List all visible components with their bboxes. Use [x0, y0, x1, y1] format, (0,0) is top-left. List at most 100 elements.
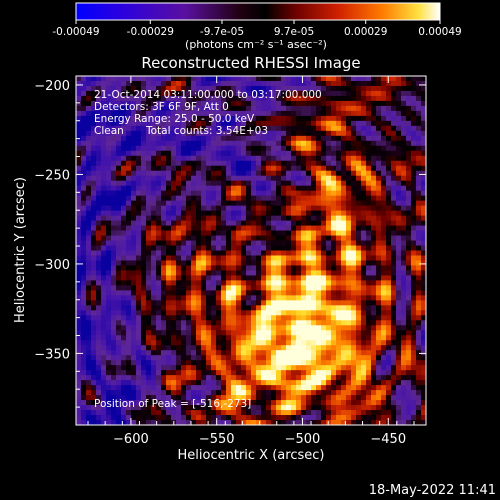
heatmap-cell [356, 255, 362, 262]
heatmap-cell [301, 260, 307, 267]
heatmap-cell [136, 220, 142, 227]
heatmap-cell [166, 225, 172, 232]
heatmap-cell [291, 76, 297, 82]
heatmap-cell [206, 190, 212, 197]
heatmap-cell [116, 120, 122, 127]
heatmap-cell [221, 180, 227, 187]
heatmap-cell [361, 320, 367, 326]
heatmap-cell [106, 410, 112, 416]
heatmap-cell [296, 260, 302, 267]
heatmap-cell [86, 280, 92, 286]
heatmap-cell [226, 265, 232, 272]
heatmap-cell [206, 90, 212, 97]
heatmap-cell [356, 405, 362, 411]
heatmap-cell [101, 315, 107, 321]
heatmap-cell [371, 400, 377, 406]
heatmap-cell [116, 165, 122, 172]
heatmap-cell [336, 380, 342, 386]
heatmap-cell [306, 195, 312, 202]
heatmap-cell [166, 160, 172, 167]
heatmap-cell [211, 335, 217, 341]
heatmap-cell [391, 180, 397, 187]
heatmap-cell [76, 345, 82, 351]
heatmap-cell [286, 100, 292, 107]
heatmap-cell [241, 380, 247, 386]
heatmap-cell [301, 235, 307, 242]
heatmap-cell [256, 390, 262, 396]
heatmap-cell [301, 105, 307, 112]
heatmap-cell [166, 150, 172, 157]
heatmap-cell [186, 110, 192, 117]
heatmap-cell [316, 325, 322, 331]
heatmap-cell [116, 135, 122, 142]
heatmap-cell [386, 225, 392, 232]
heatmap-cell [281, 160, 287, 167]
heatmap-cell [421, 290, 426, 296]
heatmap-cell [396, 310, 402, 316]
heatmap-cell [136, 165, 142, 172]
heatmap-cell [366, 315, 372, 321]
heatmap-cell [111, 375, 117, 381]
heatmap-cell [91, 275, 97, 282]
heatmap-cell [111, 300, 117, 306]
heatmap-cell [281, 195, 287, 202]
heatmap-cell [141, 260, 147, 267]
heatmap-cell [371, 320, 377, 326]
heatmap-cell [381, 200, 387, 207]
heatmap-cell [211, 85, 217, 92]
heatmap-cell [176, 295, 182, 301]
heatmap-cell [251, 365, 257, 371]
heatmap-cell [301, 220, 307, 227]
heatmap-cell [301, 355, 307, 361]
heatmap-cell [411, 300, 417, 306]
heatmap-cell [341, 110, 347, 117]
heatmap-cell [106, 380, 112, 386]
heatmap-cell [346, 150, 352, 157]
heatmap-cell [161, 265, 167, 272]
heatmap-cell [216, 175, 222, 182]
heatmap-cell [346, 135, 352, 142]
heatmap-cell [261, 395, 267, 401]
heatmap-cell [266, 400, 272, 406]
heatmap-cell [306, 295, 312, 301]
heatmap-cell [381, 340, 387, 346]
heatmap-cell [251, 290, 257, 296]
heatmap-cell [146, 375, 152, 381]
heatmap-cell [326, 340, 332, 346]
heatmap-cell [166, 145, 172, 152]
heatmap-cell [326, 115, 332, 122]
heatmap-cell [406, 190, 412, 197]
heatmap-cell [156, 90, 162, 97]
heatmap-cell [116, 320, 122, 326]
heatmap-cell [266, 270, 272, 277]
heatmap-cell [111, 115, 117, 122]
heatmap-cell [376, 275, 382, 282]
heatmap-cell [266, 330, 272, 336]
heatmap-cell [111, 315, 117, 321]
heatmap-cell [371, 120, 377, 127]
heatmap-cell [86, 155, 92, 162]
heatmap-cell [91, 260, 97, 267]
heatmap-cell [416, 200, 422, 207]
heatmap-cell [421, 255, 426, 262]
heatmap-cell [291, 360, 297, 366]
heatmap-cell [81, 130, 87, 137]
heatmap-cell [351, 90, 357, 97]
heatmap-cell [206, 345, 212, 351]
heatmap-cell [316, 170, 322, 177]
heatmap-cell [101, 380, 107, 386]
heatmap-cell [186, 385, 192, 391]
heatmap-cell [226, 310, 232, 316]
heatmap-cell [346, 365, 352, 371]
heatmap-cell [366, 80, 372, 87]
heatmap-cell [321, 325, 327, 331]
heatmap-cell [351, 360, 357, 366]
heatmap-cell [201, 335, 207, 341]
heatmap-cell [126, 265, 132, 272]
heatmap-cell [281, 85, 287, 92]
heatmap-cell [401, 100, 407, 107]
heatmap-cell [346, 270, 352, 277]
heatmap-cell [126, 375, 132, 381]
heatmap-cell [416, 285, 422, 291]
heatmap-cell [381, 400, 387, 406]
